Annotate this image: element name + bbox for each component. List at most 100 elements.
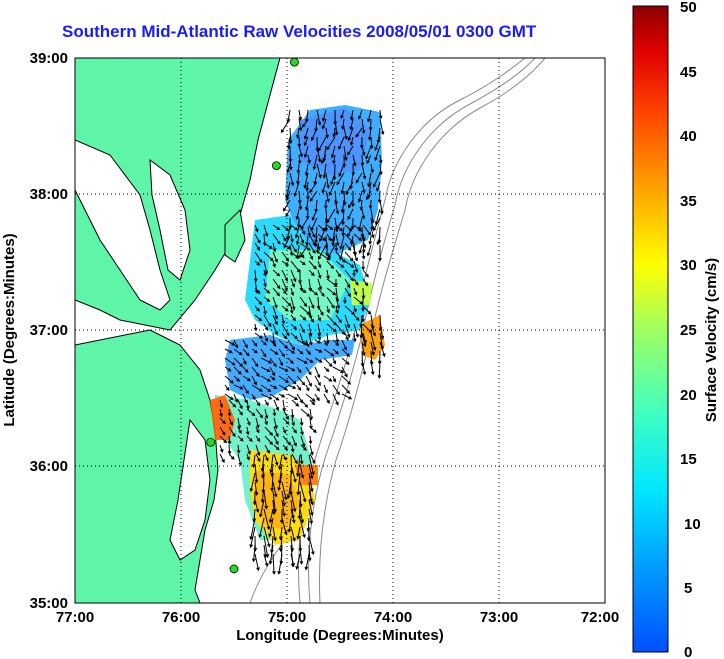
velocity-arrow xyxy=(268,544,274,565)
velocity-arrow xyxy=(334,118,339,136)
velocity-arrow xyxy=(299,323,305,334)
velocity-arrow xyxy=(341,384,351,394)
velocity-arrow xyxy=(317,314,322,322)
velocity-arrow xyxy=(228,399,237,408)
velocity-arrow xyxy=(273,435,279,446)
velocity-arrow xyxy=(294,226,300,239)
velocity-arrow xyxy=(300,399,309,408)
velocity-arrow xyxy=(260,375,272,382)
velocity-arrow xyxy=(361,287,366,300)
velocity-arrow xyxy=(326,305,331,314)
velocity-arrow xyxy=(335,260,345,269)
velocity-arrow xyxy=(309,408,314,421)
velocity-arrow xyxy=(379,323,385,340)
velocity-arrow xyxy=(272,260,276,268)
velocity-arrow xyxy=(314,366,321,379)
velocity-arrow xyxy=(349,136,354,146)
velocity-arrow xyxy=(351,190,355,208)
velocity-arrow xyxy=(314,357,323,363)
velocity-arrow xyxy=(362,278,369,287)
velocity-arrow xyxy=(311,208,318,222)
velocity-arrow xyxy=(321,109,327,122)
velocity-arrow xyxy=(347,145,354,156)
velocity-arrow xyxy=(370,226,375,239)
velocity-arrow xyxy=(263,332,269,343)
velocity-arrow xyxy=(317,287,325,297)
velocity-arrow xyxy=(237,399,243,410)
velocity-arrow xyxy=(355,127,363,138)
velocity-arrow xyxy=(233,348,243,356)
velocity-arrow xyxy=(305,366,312,376)
velocity-arrow xyxy=(343,296,347,305)
velocity-arrow xyxy=(314,375,321,387)
velocity-arrow xyxy=(273,417,278,430)
velocity-arrow xyxy=(255,417,260,429)
velocity-arrow xyxy=(308,499,314,517)
velocity-arrow xyxy=(303,172,309,189)
velocity-arrow xyxy=(299,508,305,524)
velocity-arrow xyxy=(326,269,330,280)
velocity-arrow xyxy=(366,190,372,201)
velocity-arrow xyxy=(361,251,366,260)
velocity-arrow xyxy=(341,375,352,385)
velocity-arrow xyxy=(264,435,274,446)
velocity-arrow xyxy=(308,490,314,506)
velocity-arrow xyxy=(344,242,352,251)
velocity-arrow xyxy=(290,490,297,513)
velocity-arrow xyxy=(288,217,293,230)
velocity-arrow xyxy=(304,553,310,571)
velocity-arrow xyxy=(300,444,307,451)
velocity-arrow xyxy=(269,384,278,389)
velocity-arrow xyxy=(254,305,260,312)
velocity-arrow xyxy=(361,145,366,156)
velocity-arrow xyxy=(316,109,322,126)
velocity-arrow xyxy=(269,357,277,368)
station-marker xyxy=(206,437,216,447)
velocity-arrow xyxy=(334,199,340,215)
velocity-arrow xyxy=(341,208,345,226)
velocity-arrow xyxy=(362,224,372,236)
velocity-arrow xyxy=(278,348,286,358)
velocity-arrow xyxy=(305,181,310,192)
velocity-arrow xyxy=(378,163,383,176)
velocity-arrow xyxy=(341,348,351,358)
x-axis-ticks: 77:00 76:00 75:00 74:00 73:00 72:00 xyxy=(56,609,619,626)
velocity-arrow xyxy=(281,260,289,266)
velocity-arrow xyxy=(335,224,344,232)
station-marker xyxy=(271,161,281,171)
velocity-arrow xyxy=(366,244,372,257)
velocity-arrow xyxy=(273,444,280,451)
velocity-arrow xyxy=(314,384,320,392)
velocity-arrow xyxy=(308,242,316,254)
velocity-arrow xyxy=(290,296,296,311)
velocity-arrow xyxy=(296,384,302,391)
velocity-arrow xyxy=(365,145,372,160)
velocity-arrow xyxy=(227,444,232,455)
velocity-arrow xyxy=(290,287,295,297)
x-tick-label: 77:00 xyxy=(56,609,94,626)
x-tick-label: 76:00 xyxy=(162,609,200,626)
velocity-arrow xyxy=(304,199,309,211)
velocity-arrow xyxy=(228,426,236,438)
velocity-arrow xyxy=(273,453,279,467)
velocity-arrow xyxy=(254,481,259,496)
velocity-arrow xyxy=(332,348,339,355)
velocity-arrow xyxy=(249,472,256,493)
velocity-arrow xyxy=(263,278,267,288)
velocity-arrow xyxy=(319,226,327,243)
velocity-arrow xyxy=(263,490,269,510)
velocity-arrow xyxy=(302,118,309,128)
velocity-arrow xyxy=(370,341,376,356)
velocity-arrow xyxy=(269,339,277,347)
velocity-arrow xyxy=(362,305,372,315)
velocity-arrow xyxy=(254,296,263,306)
velocity-arrow xyxy=(308,454,315,476)
velocity-arrow xyxy=(373,217,381,232)
velocity-arrow xyxy=(287,384,297,389)
velocity-arrow xyxy=(323,339,328,347)
velocity-arrow xyxy=(296,472,301,496)
velocity-arrow xyxy=(332,127,337,138)
velocity-arrow xyxy=(269,393,280,401)
velocity-arrow xyxy=(258,517,265,538)
velocity-arrow xyxy=(353,278,359,286)
